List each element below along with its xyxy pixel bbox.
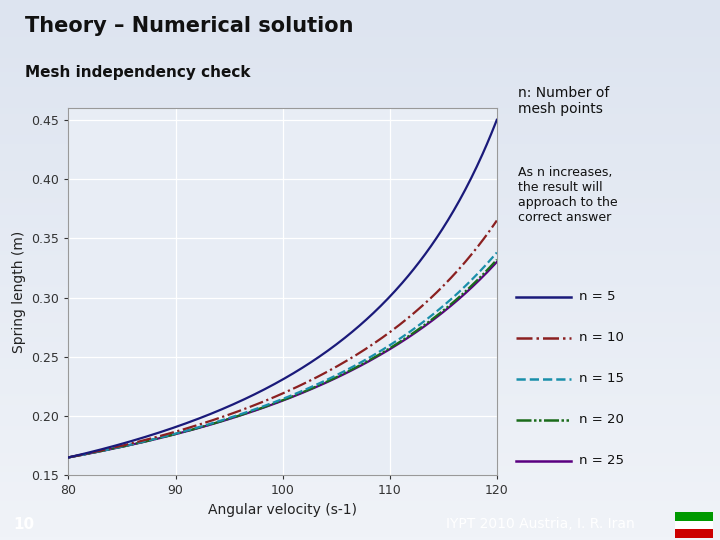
Text: n = 25: n = 25 (579, 454, 624, 467)
Y-axis label: Spring length (m): Spring length (m) (12, 231, 26, 353)
Text: n: Number of
mesh points: n: Number of mesh points (518, 86, 609, 117)
Text: 10: 10 (13, 517, 34, 532)
X-axis label: Angular velocity (s-1): Angular velocity (s-1) (208, 503, 357, 517)
Text: IYPT 2010 Austria, I. R. Iran: IYPT 2010 Austria, I. R. Iran (446, 517, 635, 531)
Bar (675, 529, 713, 538)
Text: n = 5: n = 5 (579, 290, 616, 303)
Text: Mesh independency check: Mesh independency check (25, 65, 251, 80)
Text: n = 10: n = 10 (579, 331, 624, 344)
Text: Theory – Numerical solution: Theory – Numerical solution (25, 16, 354, 36)
Text: As n increases,
the result will
approach to the
correct answer: As n increases, the result will approach… (518, 166, 617, 224)
Text: n = 20: n = 20 (579, 413, 624, 426)
Text: n = 15: n = 15 (579, 372, 624, 385)
Bar (675, 512, 713, 521)
Bar (675, 521, 713, 529)
